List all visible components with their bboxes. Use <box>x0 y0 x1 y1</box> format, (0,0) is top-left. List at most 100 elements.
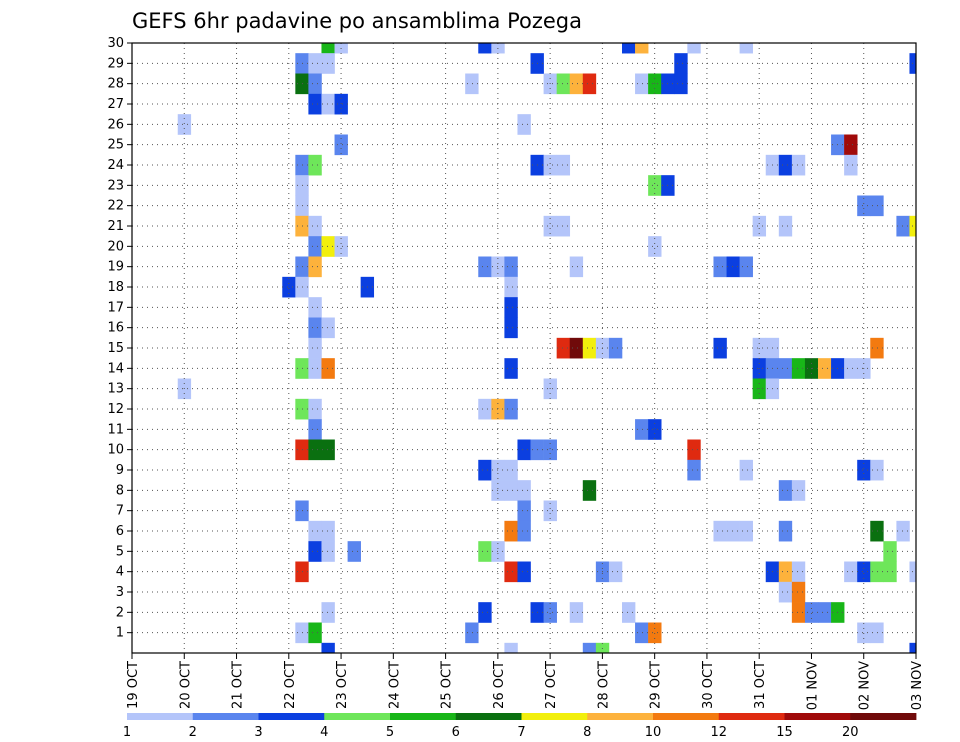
heatmap-cell <box>308 520 322 542</box>
heatmap-cell <box>321 520 335 542</box>
x-tick-label: 23 OCT <box>335 661 350 709</box>
heatmap-cell <box>791 480 806 501</box>
y-tick-label: 18 <box>107 280 124 295</box>
heatmap-cell <box>504 642 518 654</box>
heatmap-cell <box>543 439 557 461</box>
heatmap-cell <box>478 459 492 481</box>
heatmap-cell <box>739 256 753 278</box>
heatmap-cell <box>857 459 871 481</box>
heatmap-cell <box>504 520 518 542</box>
heatmap-cell <box>713 256 727 278</box>
heatmap-cell <box>321 53 335 74</box>
x-tick-label: 22 OCT <box>283 661 298 709</box>
x-tick-label: 20 OCT <box>178 661 193 709</box>
x-tick-label: 30 OCT <box>701 661 716 709</box>
x-tick-label: 24 OCT <box>387 661 402 709</box>
heatmap-cell <box>491 459 505 481</box>
heatmap-cell <box>308 215 322 237</box>
heatmap-cell <box>491 256 505 278</box>
heatmap-cell <box>582 642 597 654</box>
y-tick-label: 8 <box>116 483 124 498</box>
heatmap-cell <box>308 398 322 420</box>
heatmap-cell <box>308 337 322 359</box>
heatmap-cell <box>308 622 322 644</box>
heatmap-cell <box>556 337 571 359</box>
heatmap-cell <box>504 317 518 339</box>
heatmap-cell <box>778 581 793 603</box>
y-tick-label: 16 <box>107 321 124 336</box>
heatmap-cell <box>465 622 479 644</box>
heatmap-cell <box>334 236 348 257</box>
heatmap-cell <box>504 459 518 481</box>
x-tick-label: 01 NOV <box>805 661 820 710</box>
heatmap-cell <box>791 561 806 583</box>
heatmap-cell <box>321 43 335 54</box>
heatmap-cell <box>543 215 557 237</box>
y-tick-label: 3 <box>116 585 124 600</box>
legend-label: 20 <box>842 725 859 740</box>
legend-swatch <box>718 713 785 720</box>
heatmap-cell <box>491 480 505 501</box>
heatmap-cell <box>857 195 871 217</box>
heatmap-cell <box>517 561 531 583</box>
heatmap-cell <box>778 358 793 379</box>
heatmap-cell <box>504 398 518 420</box>
heatmap-cell <box>569 256 584 278</box>
heatmap-cell <box>308 297 322 318</box>
heatmap-cell <box>857 561 871 583</box>
heatmap-cell <box>321 642 335 654</box>
heatmap-cell <box>844 154 858 176</box>
heatmap-cell <box>870 520 884 542</box>
y-tick-label: 12 <box>107 402 124 417</box>
heatmap-cell <box>543 602 557 623</box>
heatmap-cell <box>687 459 701 481</box>
legend-label: 8 <box>583 725 591 740</box>
x-tick-label: 02 NOV <box>858 661 873 710</box>
y-tick-label: 11 <box>107 422 124 437</box>
heatmap-cell <box>308 93 322 115</box>
y-tick-label: 26 <box>107 117 124 132</box>
heatmap-cell <box>308 439 322 461</box>
heatmap-cell <box>321 317 335 339</box>
heatmap-cell <box>308 53 322 74</box>
heatmap-cell <box>334 93 348 115</box>
x-tick-label: 25 OCT <box>440 661 455 709</box>
heatmap-cell <box>739 43 753 54</box>
heatmap-cell <box>478 398 492 420</box>
heatmap-cell <box>308 236 322 257</box>
heatmap-cell <box>282 276 296 298</box>
heatmap-cell <box>177 114 192 135</box>
heatmap-cell <box>478 602 492 623</box>
x-tick-label: 28 OCT <box>596 661 611 709</box>
legend-swatch <box>455 713 522 720</box>
y-tick-label: 27 <box>107 97 124 112</box>
heatmap-cell <box>739 520 753 542</box>
heatmap-cell <box>569 337 584 359</box>
heatmap-cell <box>818 358 832 379</box>
legend-label: 2 <box>189 725 197 740</box>
heatmap-cell <box>491 398 505 420</box>
heatmap-cell <box>791 602 806 623</box>
colorbar-legend: 1 2 3 4 5 6 7 8 10 12 15 20 <box>123 713 917 740</box>
heatmap-cell <box>517 480 531 501</box>
x-tick-label: 29 OCT <box>649 661 664 709</box>
y-tick-label: 5 <box>116 544 124 559</box>
heatmap-cell <box>556 154 571 176</box>
heatmap-cell <box>504 358 518 379</box>
heatmap-cell <box>582 73 597 95</box>
y-tick-label: 4 <box>116 565 124 580</box>
heatmap-cell <box>321 602 335 623</box>
heatmap-cell <box>608 561 623 583</box>
heatmap-cell <box>635 419 649 440</box>
x-tick-label: 03 NOV <box>910 661 925 710</box>
heatmap-cell <box>465 73 479 95</box>
heatmap-cell <box>308 317 322 339</box>
heatmap-cell <box>504 276 518 298</box>
legend-swatch <box>390 713 457 720</box>
legend-label: 15 <box>776 725 793 740</box>
heatmap-cell <box>517 114 531 135</box>
y-tick-label: 13 <box>107 382 124 397</box>
heatmap-cell <box>870 195 884 217</box>
legend-swatch <box>587 713 654 720</box>
heatmap-cell <box>778 154 793 176</box>
